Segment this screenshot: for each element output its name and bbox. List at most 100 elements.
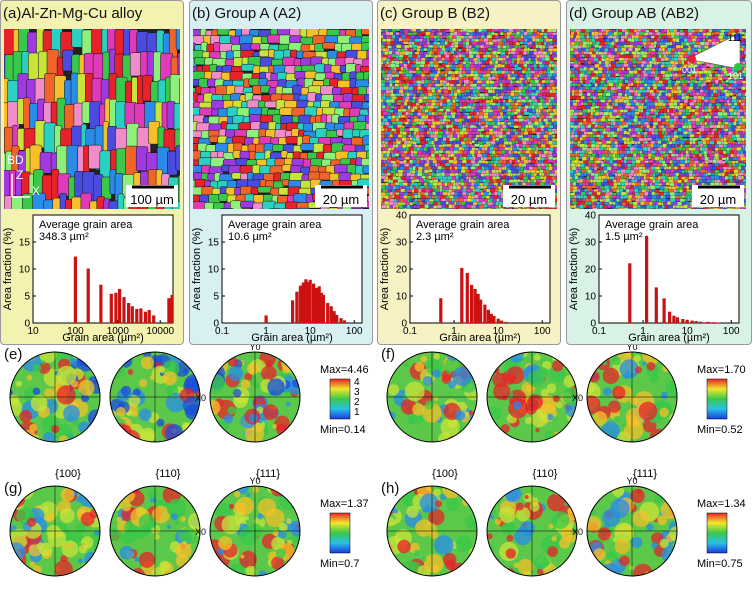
scale-min-label: Min=0.52	[697, 424, 743, 436]
pf-blob	[44, 388, 54, 399]
pf-blob	[79, 487, 99, 508]
color-scale	[329, 512, 351, 554]
pf-blob	[672, 502, 677, 508]
x-tick-label: 10	[27, 326, 39, 337]
histogram-bar	[654, 287, 658, 323]
pf-blob	[559, 537, 571, 549]
pf-blob	[654, 494, 664, 504]
pf-blob	[119, 545, 134, 560]
pf-blob	[116, 406, 126, 417]
pf-blob	[638, 401, 658, 421]
pf-blob	[111, 355, 122, 365]
pf-blob	[642, 361, 647, 366]
y-tick-label: 20	[396, 265, 408, 276]
y-tick-label: 10	[19, 265, 31, 276]
pf-blob	[248, 413, 258, 423]
pf-blob	[110, 547, 113, 553]
pf-blob	[502, 395, 508, 401]
histogram-bar	[504, 321, 508, 323]
pf-blob	[128, 395, 141, 407]
pf-blob	[58, 435, 68, 442]
pf-blob	[633, 354, 642, 362]
pole-figure-label: (g)	[4, 480, 22, 497]
plot-frame	[32, 214, 174, 324]
pf-blob	[646, 523, 654, 531]
scale-bar-label: 100 µm	[130, 192, 174, 207]
pf-blob	[415, 519, 433, 537]
pf-blob	[110, 369, 115, 378]
pf-blob	[458, 486, 469, 496]
pf-blob	[228, 503, 235, 510]
pf-blob	[546, 383, 557, 394]
pf-blob	[608, 400, 621, 413]
x-tick-label: 10	[682, 326, 694, 337]
pf-blob	[619, 359, 639, 379]
pf-blob	[29, 423, 38, 432]
pf-blob	[650, 542, 658, 549]
pf-blob	[221, 515, 241, 535]
histogram-bar	[339, 318, 343, 323]
pf-blob	[540, 388, 549, 397]
pole-figure-label: (h)	[381, 480, 399, 497]
color-scale	[706, 378, 728, 420]
pole-figure-disc	[586, 351, 678, 443]
pf-blob	[141, 356, 154, 370]
pf-blob	[506, 366, 525, 385]
pf-blob	[274, 415, 290, 431]
grain-area-histogram: 0 5 10 15 10 100 1000 10000 Average grain area34…	[2, 214, 175, 344]
pf-blob	[591, 510, 597, 515]
histogram-bar	[500, 320, 504, 323]
pf-blob	[185, 354, 190, 360]
pf-blob	[432, 369, 441, 378]
pf-blob	[422, 376, 433, 386]
pf-blob	[442, 486, 461, 499]
annotation-title: Average grain area	[416, 219, 510, 231]
pf-blob	[540, 557, 551, 567]
pf-blob	[262, 404, 279, 420]
pf-blob	[667, 564, 677, 576]
pf-blob	[454, 410, 466, 421]
pf-blob	[546, 413, 554, 421]
pf-blob	[26, 517, 37, 527]
pf-blob	[454, 438, 460, 442]
pf-blob	[245, 565, 257, 576]
pf-blob	[587, 395, 601, 415]
pf-blob	[139, 408, 152, 422]
pf-blob	[414, 361, 425, 372]
scale-bar-label: 20 µm	[323, 192, 359, 207]
pf-blob	[110, 486, 130, 497]
axis-label-x: X	[32, 184, 40, 198]
pf-blob	[493, 383, 511, 401]
pf-blob	[569, 423, 577, 436]
panel-title: (d) Group AB (AB2)	[569, 5, 700, 22]
pf-blob	[59, 508, 75, 524]
pf-blob	[110, 353, 122, 366]
pf-blob	[79, 526, 84, 532]
pf-blob	[606, 551, 618, 562]
histogram-bar	[291, 300, 295, 323]
pf-blob	[247, 362, 260, 375]
pf-blob	[275, 548, 286, 559]
pf-blob	[526, 385, 534, 393]
histogram-bar	[130, 306, 134, 323]
histogram-bar	[335, 314, 339, 323]
pf-blob	[277, 529, 287, 539]
pole-figure-label: (f)	[381, 346, 395, 363]
pole-figure-disc	[486, 351, 578, 443]
x-tick-label: 10	[305, 326, 317, 337]
ipf-label-111: 111	[728, 33, 742, 43]
x-tick-label: 1	[640, 326, 646, 337]
pf-blob	[63, 405, 80, 422]
pf-blob	[602, 367, 620, 384]
pf-blob	[559, 436, 566, 442]
pf-blob	[513, 562, 519, 568]
pf-blob	[218, 486, 227, 493]
ipf-label-001: 001	[682, 65, 697, 75]
pf-blob	[533, 354, 541, 361]
scale-bar-label: 20 µm	[511, 192, 547, 207]
histogram-bar	[465, 273, 469, 323]
pf-blob	[252, 486, 259, 493]
pf-blob	[216, 399, 237, 420]
pf-blob	[19, 429, 37, 442]
grain-area-histogram: 0 10 20 30 40 0.1 1 10 100 Average grain area1.5 …	[568, 211, 740, 344]
